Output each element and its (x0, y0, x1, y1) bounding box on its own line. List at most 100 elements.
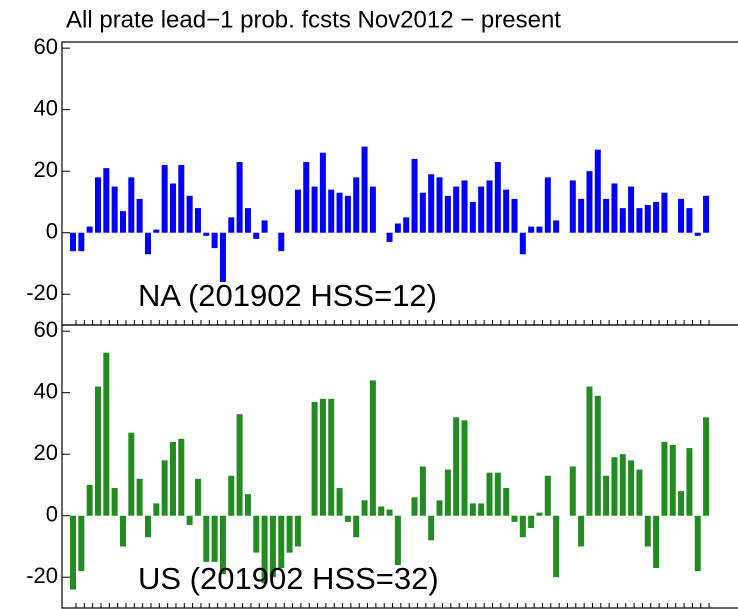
bar (478, 503, 485, 516)
bar (453, 186, 460, 233)
bar (119, 211, 126, 233)
bar (319, 398, 326, 516)
y-tick-label: 20 (34, 157, 58, 182)
bar (619, 208, 626, 233)
bar (628, 460, 635, 516)
bar (336, 192, 343, 233)
bar (336, 488, 343, 516)
bar (94, 386, 101, 516)
chart-title: All prate lead−1 prob. fcsts Nov2012 − p… (66, 6, 561, 33)
bar (486, 472, 493, 516)
bar (328, 398, 335, 516)
bar (469, 201, 476, 233)
bar (653, 201, 660, 233)
bar (611, 183, 618, 233)
bar (136, 478, 143, 516)
y-tick-label: 0 (46, 502, 58, 527)
y-tick-label: 20 (34, 440, 58, 465)
bar (511, 515, 518, 522)
bar (144, 232, 151, 255)
bar (578, 198, 585, 233)
bar (703, 417, 710, 516)
bar (386, 232, 393, 242)
bar (494, 161, 501, 233)
bar (528, 226, 535, 233)
panel-label: US (201902 HSS=32) (138, 561, 439, 596)
bar (611, 457, 618, 516)
bar (594, 395, 601, 516)
bar (128, 432, 135, 516)
bar (428, 174, 435, 233)
bar (661, 441, 668, 516)
bar (586, 386, 593, 516)
bar (136, 198, 143, 233)
bar (236, 161, 243, 233)
bar (203, 232, 210, 236)
bar (86, 484, 93, 516)
bar (436, 177, 443, 233)
bar (344, 195, 351, 233)
bar (569, 466, 576, 516)
bar (703, 195, 710, 233)
panel-label: NA (201902 HSS=12) (138, 278, 437, 313)
bar (278, 515, 285, 569)
y-tick-label: 40 (34, 378, 58, 403)
bar (244, 494, 251, 516)
bar (403, 217, 410, 233)
y-tick-label: 0 (46, 219, 58, 244)
bar (261, 220, 268, 233)
bar (203, 515, 210, 562)
bar (411, 158, 418, 233)
bar (211, 232, 218, 249)
bar (194, 478, 201, 516)
bar (128, 177, 135, 233)
bar (486, 180, 493, 233)
bar (428, 515, 435, 541)
bar (503, 189, 510, 233)
bar (444, 469, 451, 516)
bar (603, 475, 610, 516)
bar (553, 220, 560, 233)
bar (469, 503, 476, 516)
bar (278, 232, 285, 252)
bar (528, 515, 535, 529)
bar (144, 515, 151, 538)
bar (519, 232, 526, 255)
bar (444, 195, 451, 233)
bar (669, 444, 676, 516)
bar (86, 226, 93, 233)
bar (353, 177, 360, 233)
bar (536, 512, 543, 516)
bar (361, 146, 368, 233)
bar (369, 186, 376, 233)
bar (253, 515, 260, 553)
bar (169, 183, 176, 233)
bar (494, 472, 501, 516)
bar (319, 152, 326, 233)
bar (394, 515, 401, 565)
bar (394, 223, 401, 233)
bar (228, 475, 235, 516)
bar (603, 198, 610, 233)
bar (153, 229, 160, 233)
bar (628, 186, 635, 233)
bar (361, 500, 368, 516)
bar (503, 488, 510, 516)
bar (294, 189, 301, 233)
bar (636, 208, 643, 233)
bar (586, 171, 593, 233)
bar (244, 208, 251, 233)
bar (694, 515, 701, 572)
bar (103, 352, 110, 516)
bar (161, 165, 168, 233)
bar (111, 488, 118, 516)
bar (294, 515, 301, 547)
bar (678, 198, 685, 233)
bar (661, 192, 668, 233)
bar (153, 503, 160, 516)
y-tick-label: 40 (34, 95, 58, 120)
bar (519, 515, 526, 538)
bar (544, 177, 551, 233)
y-tick-label: 60 (34, 317, 58, 342)
bar (219, 515, 226, 575)
